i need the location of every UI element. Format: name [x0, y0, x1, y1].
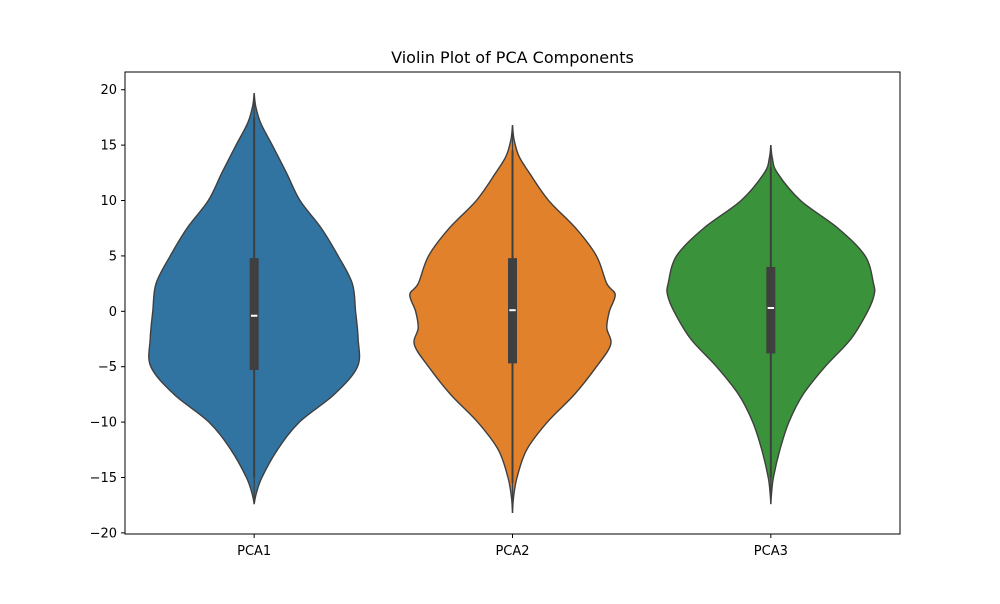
y-tick-label: 15: [100, 139, 117, 154]
y-axis: 20 15 10 5 0 −5 −10 −15 −20: [90, 83, 125, 541]
y-tick-label: −5: [98, 360, 117, 375]
x-tick-label-pca1: PCA1: [237, 544, 271, 559]
iqr-box-pca1: [249, 258, 259, 371]
y-tick-label: 5: [109, 249, 117, 264]
plot-frame: [124, 71, 901, 535]
y-tick-label: 10: [100, 194, 117, 209]
x-tick-label-pca3: PCA3: [754, 544, 788, 559]
iqr-box-pca3: [766, 266, 776, 354]
x-tick-label-pca2: PCA2: [495, 544, 529, 559]
y-tick-label: 0: [109, 305, 117, 320]
boxes-layer: [249, 93, 776, 513]
x-axis: PCA1 PCA2 PCA3: [237, 534, 788, 559]
y-tick-label: −20: [90, 526, 117, 541]
y-tick-label: −15: [90, 471, 117, 486]
y-tick-label: 20: [100, 83, 117, 98]
chart-title: Violin Plot of PCA Components: [391, 48, 634, 67]
y-tick-label: −10: [90, 416, 117, 431]
